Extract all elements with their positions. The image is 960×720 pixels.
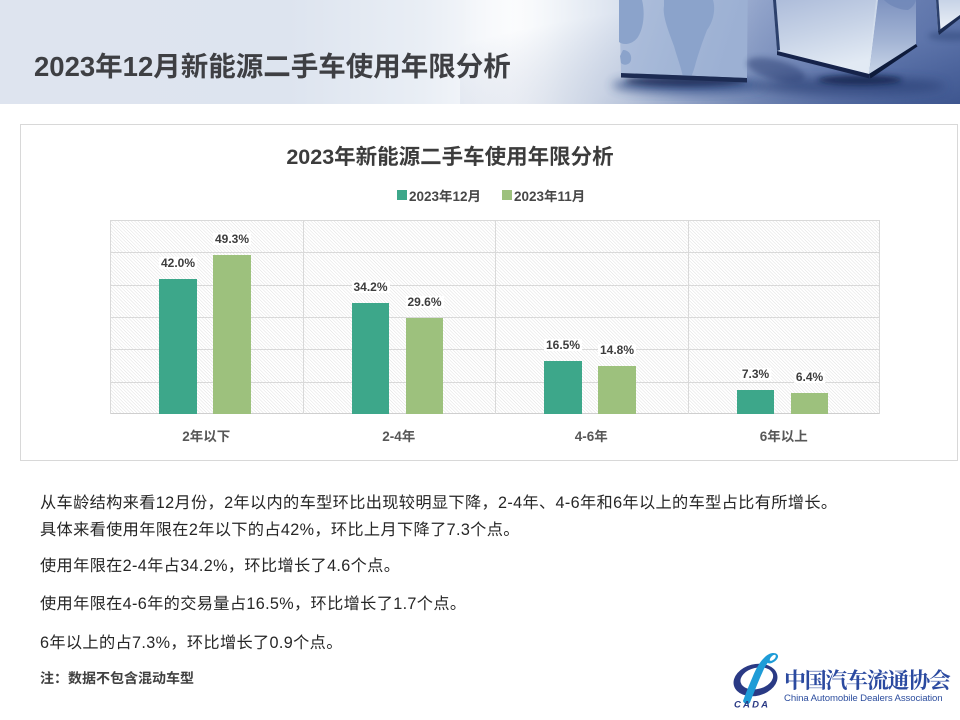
svg-text:CADA: CADA <box>734 700 770 711</box>
